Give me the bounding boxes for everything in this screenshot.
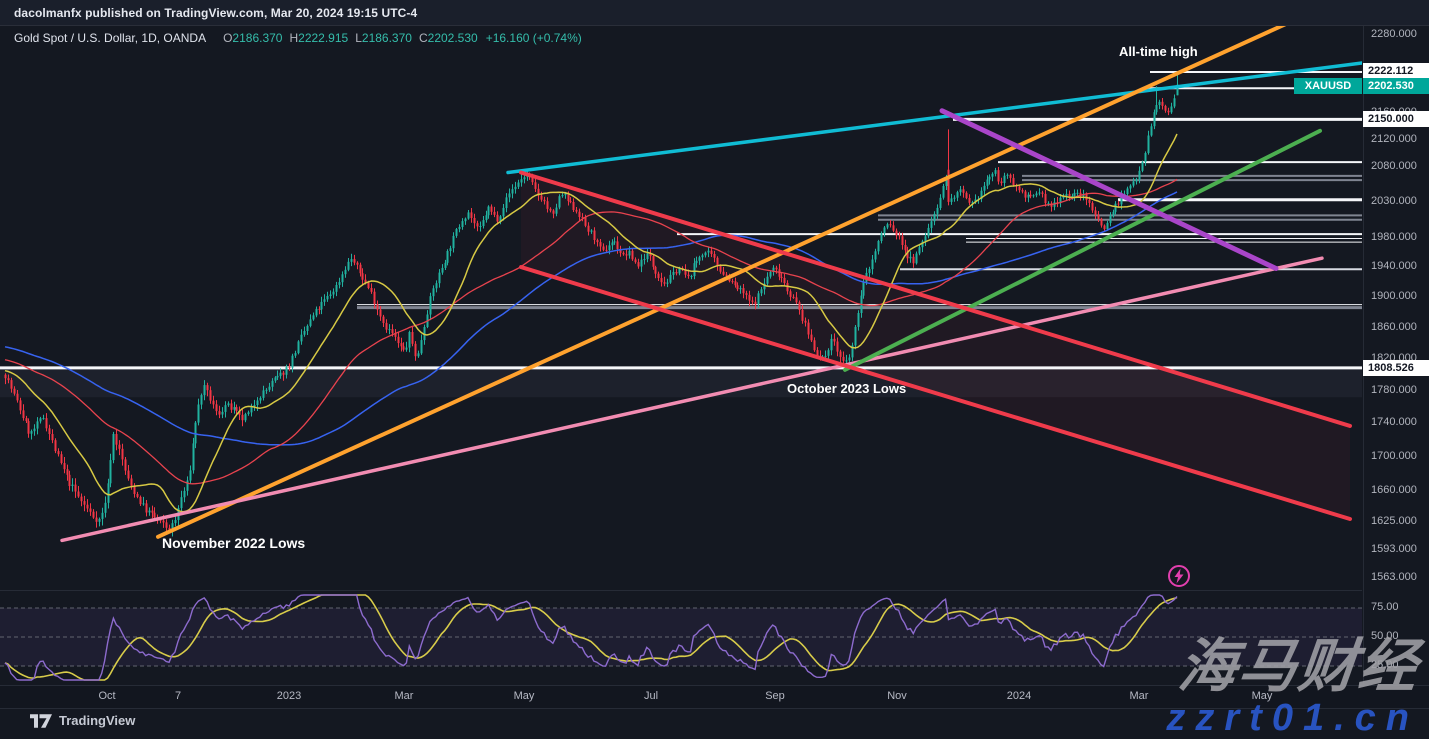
attribution-bar: dacolmanfx published on TradingView.com,… <box>0 0 1429 26</box>
close-value: 2202.530 <box>427 31 478 45</box>
price-tick-label: 1980.000 <box>1371 230 1417 243</box>
tradingview-logo[interactable]: TradingView <box>30 713 135 728</box>
current-price-badge: 2202.530 <box>1363 78 1429 94</box>
annotation-november-2022-lows: November 2022 Lows <box>162 535 306 551</box>
low-value: 2186.370 <box>361 31 412 45</box>
attribution-text: dacolmanfx published on TradingView.com,… <box>14 5 418 20</box>
rsi-tick-label: 75.00 <box>1371 601 1399 613</box>
close-label: C <box>418 31 428 45</box>
price-label-ath: 2222.112 <box>1363 63 1429 79</box>
high-value: 2222.915 <box>298 31 349 45</box>
change-value: +16.160 (+0.74%) <box>485 31 582 45</box>
time-axis[interactable]: Oct 7 2023 Mar May Jul Sep Nov 2024 Mar May <box>0 685 1429 709</box>
chart-legend: Gold Spot / U.S. Dollar, 1D, OANDA O2186.… <box>14 31 582 45</box>
boost-circle-icon <box>1168 565 1190 587</box>
price-tick-label: 2120.000 <box>1371 132 1417 145</box>
price-tick-label: 2030.000 <box>1371 194 1417 207</box>
time-tick-label: Oct <box>98 690 116 702</box>
symbol-title: Gold Spot / U.S. Dollar, 1D, OANDA <box>14 31 207 45</box>
annotation-all-time-high: All-time high <box>1119 44 1198 59</box>
low-label: L <box>355 31 362 45</box>
tradingview-brand-text: TradingView <box>59 713 136 728</box>
time-tick-label: 2024 <box>1006 690 1032 702</box>
price-tick-label: 1625.000 <box>1371 514 1417 527</box>
price-tick-label: 1740.000 <box>1371 416 1417 429</box>
price-tick-label: 1593.000 <box>1371 543 1417 556</box>
price-tick-label: 1563.000 <box>1371 570 1417 583</box>
time-tick-label: May <box>1251 690 1273 702</box>
rsi-tick-label: 50.00 <box>1371 630 1399 642</box>
open-value: 2186.370 <box>232 31 283 45</box>
price-label-2150: 2150.000 <box>1363 111 1429 127</box>
time-tick-label: May <box>513 690 535 702</box>
high-label: H <box>289 31 299 45</box>
boost-lightning-button[interactable] <box>1166 563 1192 589</box>
open-label: O <box>223 31 233 45</box>
time-tick-label: Sep <box>765 690 785 702</box>
lightning-icon <box>1174 568 1184 584</box>
price-tick-label: 1860.000 <box>1371 320 1417 333</box>
time-tick-label: Jul <box>643 690 659 702</box>
price-tick-label: 1780.000 <box>1371 383 1417 396</box>
price-axis[interactable]: 2280.0002160.0002120.0002080.0002030.000… <box>1363 25 1429 684</box>
price-tick-label: 1700.000 <box>1371 449 1417 462</box>
price-tick-label: 2280.000 <box>1371 28 1417 40</box>
time-tick-label: Mar <box>394 690 414 702</box>
tradingview-mark-icon <box>30 713 52 728</box>
price-tick-label: 1660.000 <box>1371 484 1417 497</box>
price-tick-label: 2080.000 <box>1371 159 1417 172</box>
symbol-tag: XAUUSD <box>1294 78 1362 94</box>
price-tick-label: 1900.000 <box>1371 289 1417 302</box>
time-tick-label: 7 <box>174 690 182 702</box>
price-label-1808: 1808.526 <box>1363 360 1429 376</box>
annotation-october-2023-lows: October 2023 Lows <box>787 381 907 396</box>
time-tick-label: Mar <box>1129 690 1149 702</box>
time-tick-label: 2023 <box>276 690 302 702</box>
price-tick-label: 1940.000 <box>1371 260 1417 273</box>
rsi-tick-label: 25.00 <box>1371 659 1399 671</box>
time-tick-label: Nov <box>887 690 907 702</box>
